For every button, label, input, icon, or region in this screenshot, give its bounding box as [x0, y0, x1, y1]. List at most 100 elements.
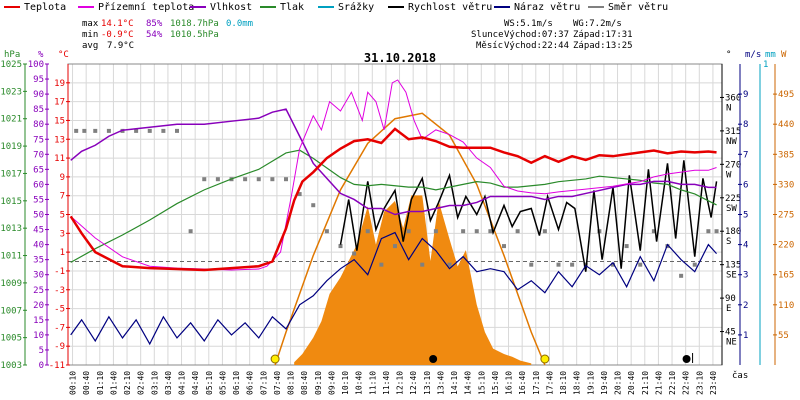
wind-direction-point — [352, 251, 357, 256]
wind-direction-point — [406, 229, 411, 234]
x-tick-label: 02:10 — [123, 371, 132, 395]
ground-temperature-line — [70, 79, 717, 271]
x-tick-label: 05:40 — [218, 371, 227, 395]
wind-direction-point — [488, 229, 493, 234]
unit-degc: °C — [58, 50, 69, 60]
wind-axis-tick-label: 1 — [743, 331, 748, 341]
wind-direction-point — [243, 177, 248, 182]
pressure-axis-tick-label: 1011 — [0, 252, 22, 262]
wind-axis-tick-label: 8 — [743, 120, 748, 130]
humidity-axis-tick-label: 75 — [33, 135, 44, 145]
x-tick-label: 08:40 — [300, 371, 309, 395]
x-tick-label: 00:40 — [82, 371, 91, 395]
humidity-axis-tick-label: 60 — [33, 180, 44, 190]
x-tick-label: 19:10 — [586, 371, 595, 395]
markers-layer — [270, 353, 694, 364]
stats-max-pres: 1018.7hPa — [170, 19, 219, 29]
solar-axis-tick-label: 330 — [778, 180, 794, 190]
solar-axis-tick-label: 385 — [778, 150, 794, 160]
stats-sun-label: Slunce — [471, 30, 504, 40]
stats-min-label: min — [82, 30, 98, 40]
temperature-axis-tick-label: 19 — [54, 79, 65, 89]
wind-axis-tick-label: 6 — [743, 180, 748, 190]
x-tick-label: 16:40 — [518, 371, 527, 395]
wind-direction-point — [324, 229, 329, 234]
unit-pct: % — [38, 50, 44, 60]
stats-block: max 14.1°C 85% 1018.7hPa 0.0mm min -0.9°… — [82, 19, 633, 51]
solar-axis-tick-label: 275 — [778, 211, 794, 221]
direction-axis-tick-label: 90 — [725, 294, 736, 304]
direction-axis-tick-label: 135 — [725, 261, 741, 271]
temperature-axis-tick-label: 9 — [60, 173, 65, 183]
direction-axis-dir-label: W — [726, 170, 732, 180]
wind-axis-tick-label: 7 — [743, 150, 748, 160]
lines-layer — [69, 79, 719, 346]
moonset-marker — [429, 355, 438, 363]
moonrise-marker — [682, 355, 691, 363]
wind-direction-point — [256, 177, 261, 182]
stats-wg: WG:7.2m/s — [573, 19, 622, 29]
stats-moon-set: Západ:13:25 — [573, 41, 633, 51]
humidity-axis-tick-label: 40 — [33, 241, 44, 251]
solar-axis-tick-label: 220 — [778, 241, 794, 251]
stats-moon-rise: Východ:22:44 — [504, 41, 569, 51]
x-tick-label: 23:10 — [695, 371, 704, 395]
wind-direction-point — [175, 128, 179, 133]
temperature-axis-tick-label: 13 — [54, 135, 65, 145]
pressure-axis-tick-label: 1015 — [0, 197, 22, 207]
pressure-axis-tick-label: 1013 — [0, 224, 22, 234]
wind-direction-point — [365, 229, 370, 234]
solar-axis-tick-label: 110 — [778, 301, 794, 311]
x-tick-label: 01:40 — [109, 371, 118, 395]
direction-axis-dir-label: N — [726, 103, 731, 113]
temperature-axis-tick-label: 5 — [60, 211, 65, 221]
temperature-axis-tick-label: 17 — [54, 98, 65, 108]
wind-gust-line — [70, 231, 717, 346]
temperature-axis-tick-label: -5 — [54, 305, 65, 315]
pressure-axis-tick-label: 1021 — [0, 115, 22, 125]
solar-layer — [274, 112, 546, 366]
stats-max-rain: 0.0mm — [226, 19, 253, 29]
temperature-axis-tick-label: 3 — [60, 229, 65, 239]
x-tick-label: 19:40 — [600, 371, 609, 395]
wind-direction-point — [270, 177, 275, 182]
humidity-axis-tick-label: 25 — [33, 286, 44, 296]
humidity-axis-tick-label: 0 — [39, 361, 44, 371]
x-tick-label: 12:40 — [409, 371, 418, 395]
x-tick-label: 12:10 — [396, 371, 405, 395]
theoretical-solar-line — [274, 112, 546, 366]
direction-axis-tick-label: 360 — [725, 93, 741, 103]
x-tick-label: 11:10 — [368, 371, 377, 395]
x-tick-label: 07:10 — [259, 371, 268, 395]
legend-label-rychlost: Rychlost větru — [408, 1, 492, 13]
humidity-axis-tick-label: 50 — [33, 211, 44, 221]
humidity-axis-tick-label: 100 — [28, 60, 44, 70]
humidity-axis-tick-label: 5 — [39, 346, 44, 356]
wind-direction-point — [82, 128, 87, 133]
direction-axis-dir-label: NE — [726, 338, 737, 348]
x-tick-label: 09:40 — [327, 371, 336, 395]
x-axis-label: čas — [732, 370, 748, 381]
temperature-axis-tick-label: -3 — [54, 286, 65, 296]
direction-axis-tick-label: 315 — [725, 127, 741, 137]
wind-direction-point — [297, 192, 302, 197]
x-tick-label: 00:10 — [69, 371, 78, 395]
x-tick-label: 14:40 — [464, 371, 473, 395]
x-tick-label: 04:10 — [178, 371, 187, 395]
wind-axis-tick-label: 4 — [743, 241, 748, 251]
direction-axis-tick-label: 45 — [725, 328, 736, 338]
direction-axis-tick-label: 270 — [725, 160, 741, 170]
wind-direction-point — [515, 229, 520, 234]
x-tick-label: 09:10 — [314, 371, 323, 395]
temperature-axis-tick-label: 15 — [54, 116, 65, 126]
pressure-axis-tick-label: 1009 — [0, 279, 22, 289]
pressure-axis-tick-label: 1023 — [0, 87, 22, 97]
stats-min-pres: 1010.5hPa — [170, 30, 219, 40]
humidity-line — [70, 108, 717, 216]
x-tick-label: 18:40 — [573, 371, 582, 395]
x-tick-label: 11:40 — [382, 371, 391, 395]
temperature-axis-tick-label: -1 — [54, 267, 65, 277]
stats-avg-label: avg — [82, 41, 98, 51]
